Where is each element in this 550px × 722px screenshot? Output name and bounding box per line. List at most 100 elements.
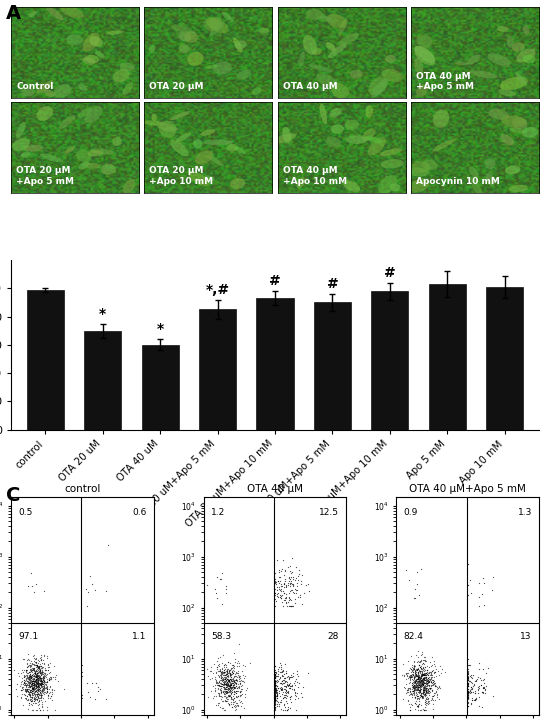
Point — [271, 699, 279, 710]
Point — [34, 673, 43, 684]
Point — [39, 666, 48, 678]
Point — [21, 674, 30, 685]
Point — [418, 679, 427, 690]
Point — [234, 682, 243, 693]
Point — [218, 703, 227, 714]
Point — [45, 687, 54, 699]
Title: control: control — [64, 484, 101, 495]
Point — [219, 671, 228, 683]
Point — [415, 673, 424, 684]
Point — [19, 653, 28, 664]
Point — [225, 680, 234, 692]
Point — [423, 687, 432, 699]
Point — [272, 667, 280, 679]
Point — [411, 671, 420, 683]
Point — [410, 691, 419, 703]
Point — [282, 597, 290, 609]
Point — [419, 669, 427, 681]
Point — [463, 690, 472, 701]
Point — [36, 677, 45, 688]
Point — [15, 671, 24, 682]
Point — [406, 704, 415, 716]
Point — [229, 665, 238, 677]
Point — [227, 687, 236, 698]
Point — [277, 677, 285, 689]
Point — [279, 587, 288, 599]
Point — [422, 656, 431, 667]
Point — [277, 677, 285, 689]
Point — [419, 673, 428, 684]
Point — [271, 684, 279, 695]
Point — [233, 699, 242, 710]
Point — [416, 656, 425, 668]
Point — [21, 685, 30, 697]
Point — [21, 676, 30, 687]
Point — [418, 668, 427, 679]
Point — [27, 671, 36, 683]
Point — [272, 698, 281, 710]
Point — [271, 684, 279, 696]
Point — [419, 686, 428, 697]
Point — [27, 659, 36, 671]
Point — [467, 683, 476, 695]
Point — [29, 677, 37, 689]
Point — [424, 695, 432, 707]
Point — [88, 578, 97, 589]
Point — [34, 684, 43, 695]
Point — [278, 692, 287, 704]
Point — [431, 666, 439, 678]
Point — [25, 676, 34, 687]
Point — [402, 667, 410, 679]
Point — [31, 685, 40, 697]
Point — [36, 672, 45, 684]
Point — [217, 663, 226, 674]
Point — [222, 686, 231, 697]
Point — [225, 679, 234, 690]
Point — [28, 682, 36, 694]
Point — [216, 685, 225, 697]
Point — [413, 701, 422, 713]
Point — [224, 676, 233, 687]
Point — [419, 661, 427, 672]
Point — [282, 695, 290, 706]
Point — [424, 673, 433, 684]
Point — [420, 688, 429, 700]
Point — [274, 670, 283, 682]
Point — [288, 671, 297, 682]
Point — [40, 682, 49, 694]
Point — [226, 668, 234, 679]
Point — [415, 677, 424, 688]
Point — [34, 685, 42, 697]
Point — [12, 691, 21, 703]
Point — [31, 673, 40, 684]
Point — [219, 666, 228, 678]
Point — [289, 683, 298, 695]
Point — [299, 588, 308, 599]
Point — [463, 678, 472, 690]
Point — [101, 694, 110, 705]
Point — [28, 669, 36, 681]
Point — [43, 669, 52, 680]
Point — [411, 668, 420, 679]
Point — [463, 677, 472, 689]
Point — [426, 675, 435, 687]
Ellipse shape — [346, 136, 367, 144]
Point — [471, 676, 480, 687]
Point — [414, 671, 423, 683]
Point — [414, 676, 422, 687]
Point — [43, 690, 52, 702]
Point — [47, 691, 56, 703]
Point — [30, 649, 39, 661]
Point — [471, 694, 480, 705]
Point — [426, 666, 435, 678]
Point — [419, 654, 428, 666]
Point — [43, 664, 52, 676]
Point — [305, 585, 314, 596]
Point — [219, 703, 228, 714]
Point — [463, 685, 472, 697]
Point — [271, 573, 279, 585]
Point — [227, 678, 236, 690]
Point — [412, 684, 421, 696]
Point — [31, 676, 40, 687]
Point — [227, 679, 235, 691]
